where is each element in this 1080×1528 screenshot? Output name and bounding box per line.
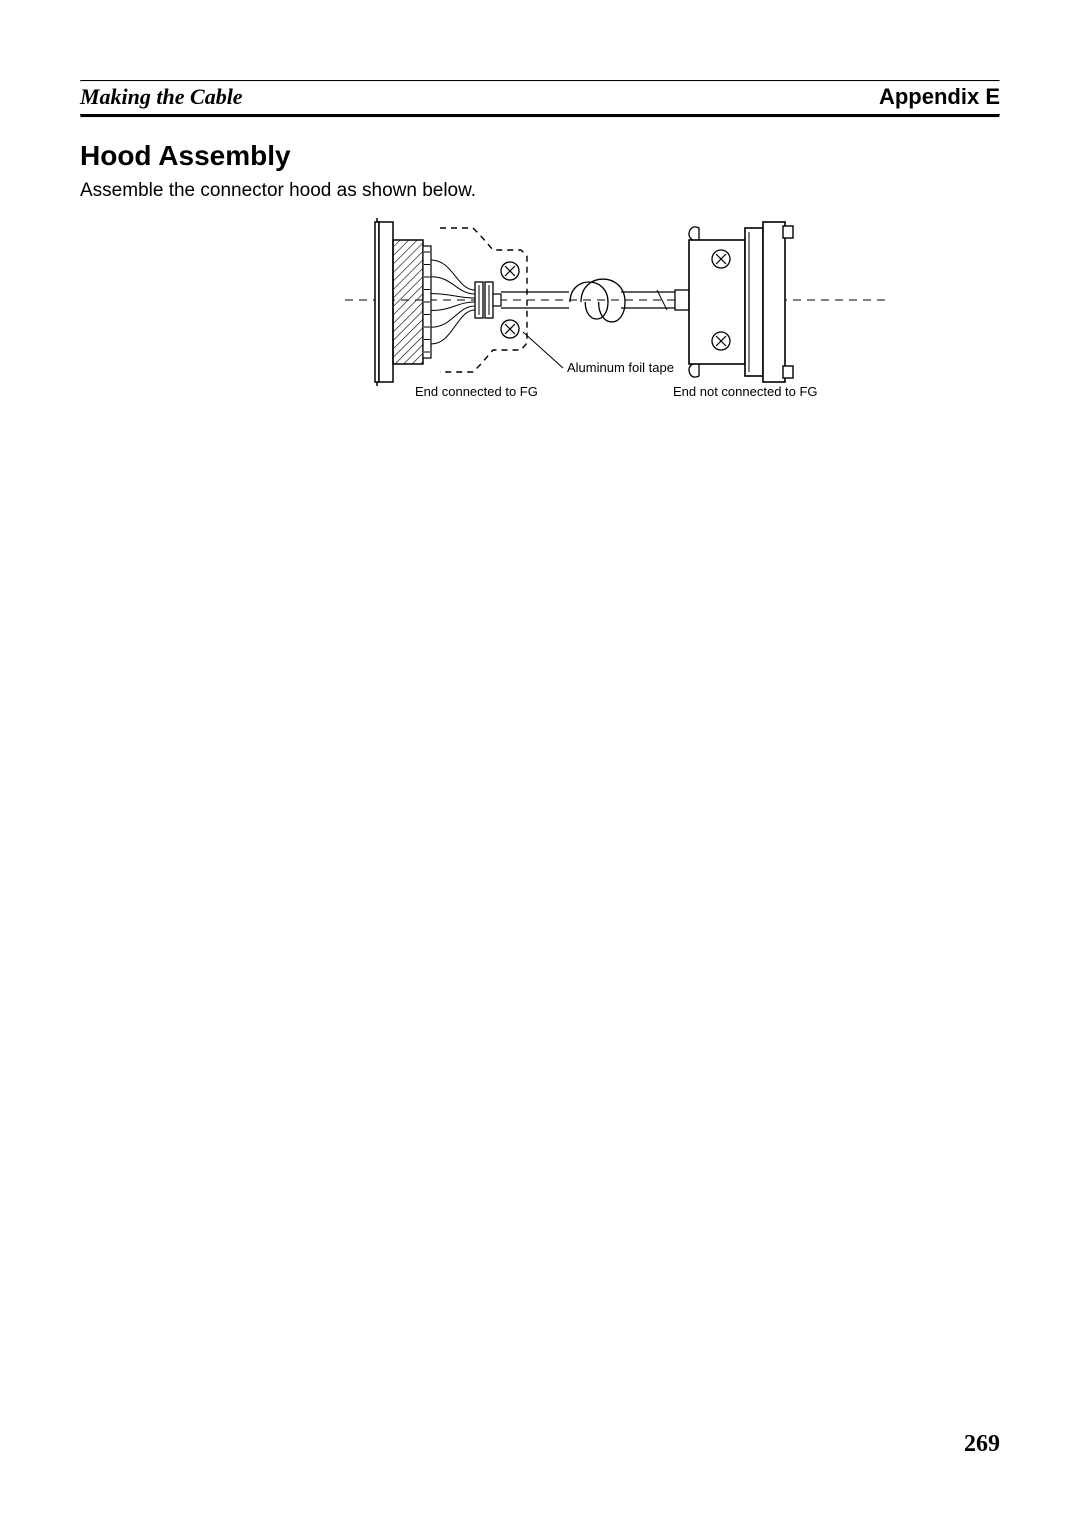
header-left: Making the Cable — [80, 84, 243, 110]
page-header: Making the Cable Appendix E — [80, 82, 1000, 114]
hood-assembly-svg: Aluminum foil tape End connected to FG End… — [345, 210, 885, 420]
section-title: Hood Assembly — [80, 140, 1000, 172]
section-body: Assemble the connector hood as shown bel… — [80, 180, 1000, 202]
label-end-connected-fg: End connected to FG — [415, 384, 538, 399]
page-number: 269 — [964, 1431, 1000, 1458]
header-right: Appendix E — [879, 84, 1000, 110]
label-aluminum-foil-tape: Aluminum foil tape — [567, 360, 674, 375]
label-end-not-connected-fg: End not connected to FG — [673, 384, 818, 399]
page: Making the Cable Appendix E Hood Assembl… — [0, 0, 1080, 1528]
top-rule-thick — [80, 114, 1000, 118]
hood-assembly-figure: Aluminum foil tape End connected to FG End… — [80, 210, 1000, 420]
